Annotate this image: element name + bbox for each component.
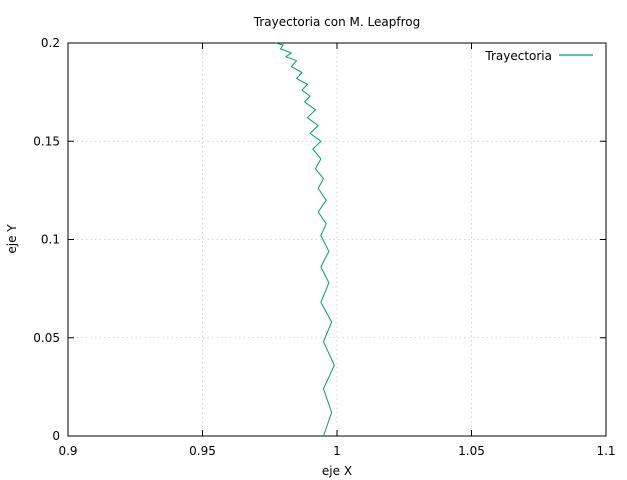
x-tick-label: 0.9 [58,444,77,458]
series-line [274,42,335,437]
x-tick-label: 1.1 [596,444,615,458]
y-axis-label: eje Y [5,224,19,254]
x-axis-label: eje X [322,464,352,478]
legend: Trayectoria [484,49,593,63]
series-group [274,42,335,437]
x-tick-label: 0.95 [189,444,216,458]
legend-label: Trayectoria [484,49,552,63]
x-tick-label: 1.05 [458,444,485,458]
y-tick-label: 0.1 [41,233,60,247]
y-tick-label: 0 [52,429,60,443]
ticks: 0.9 0.95 1 1.05 1.1 0 0.05 0.1 0.15 0.2 [33,36,615,458]
x-tick-label: 1 [333,444,341,458]
chart-title: Trayectoria con M. Leapfrog [253,15,420,29]
y-tick-label: 0.05 [33,331,60,345]
grid [68,43,606,436]
y-tick-label: 0.2 [41,36,60,50]
y-tick-label: 0.15 [33,134,60,148]
